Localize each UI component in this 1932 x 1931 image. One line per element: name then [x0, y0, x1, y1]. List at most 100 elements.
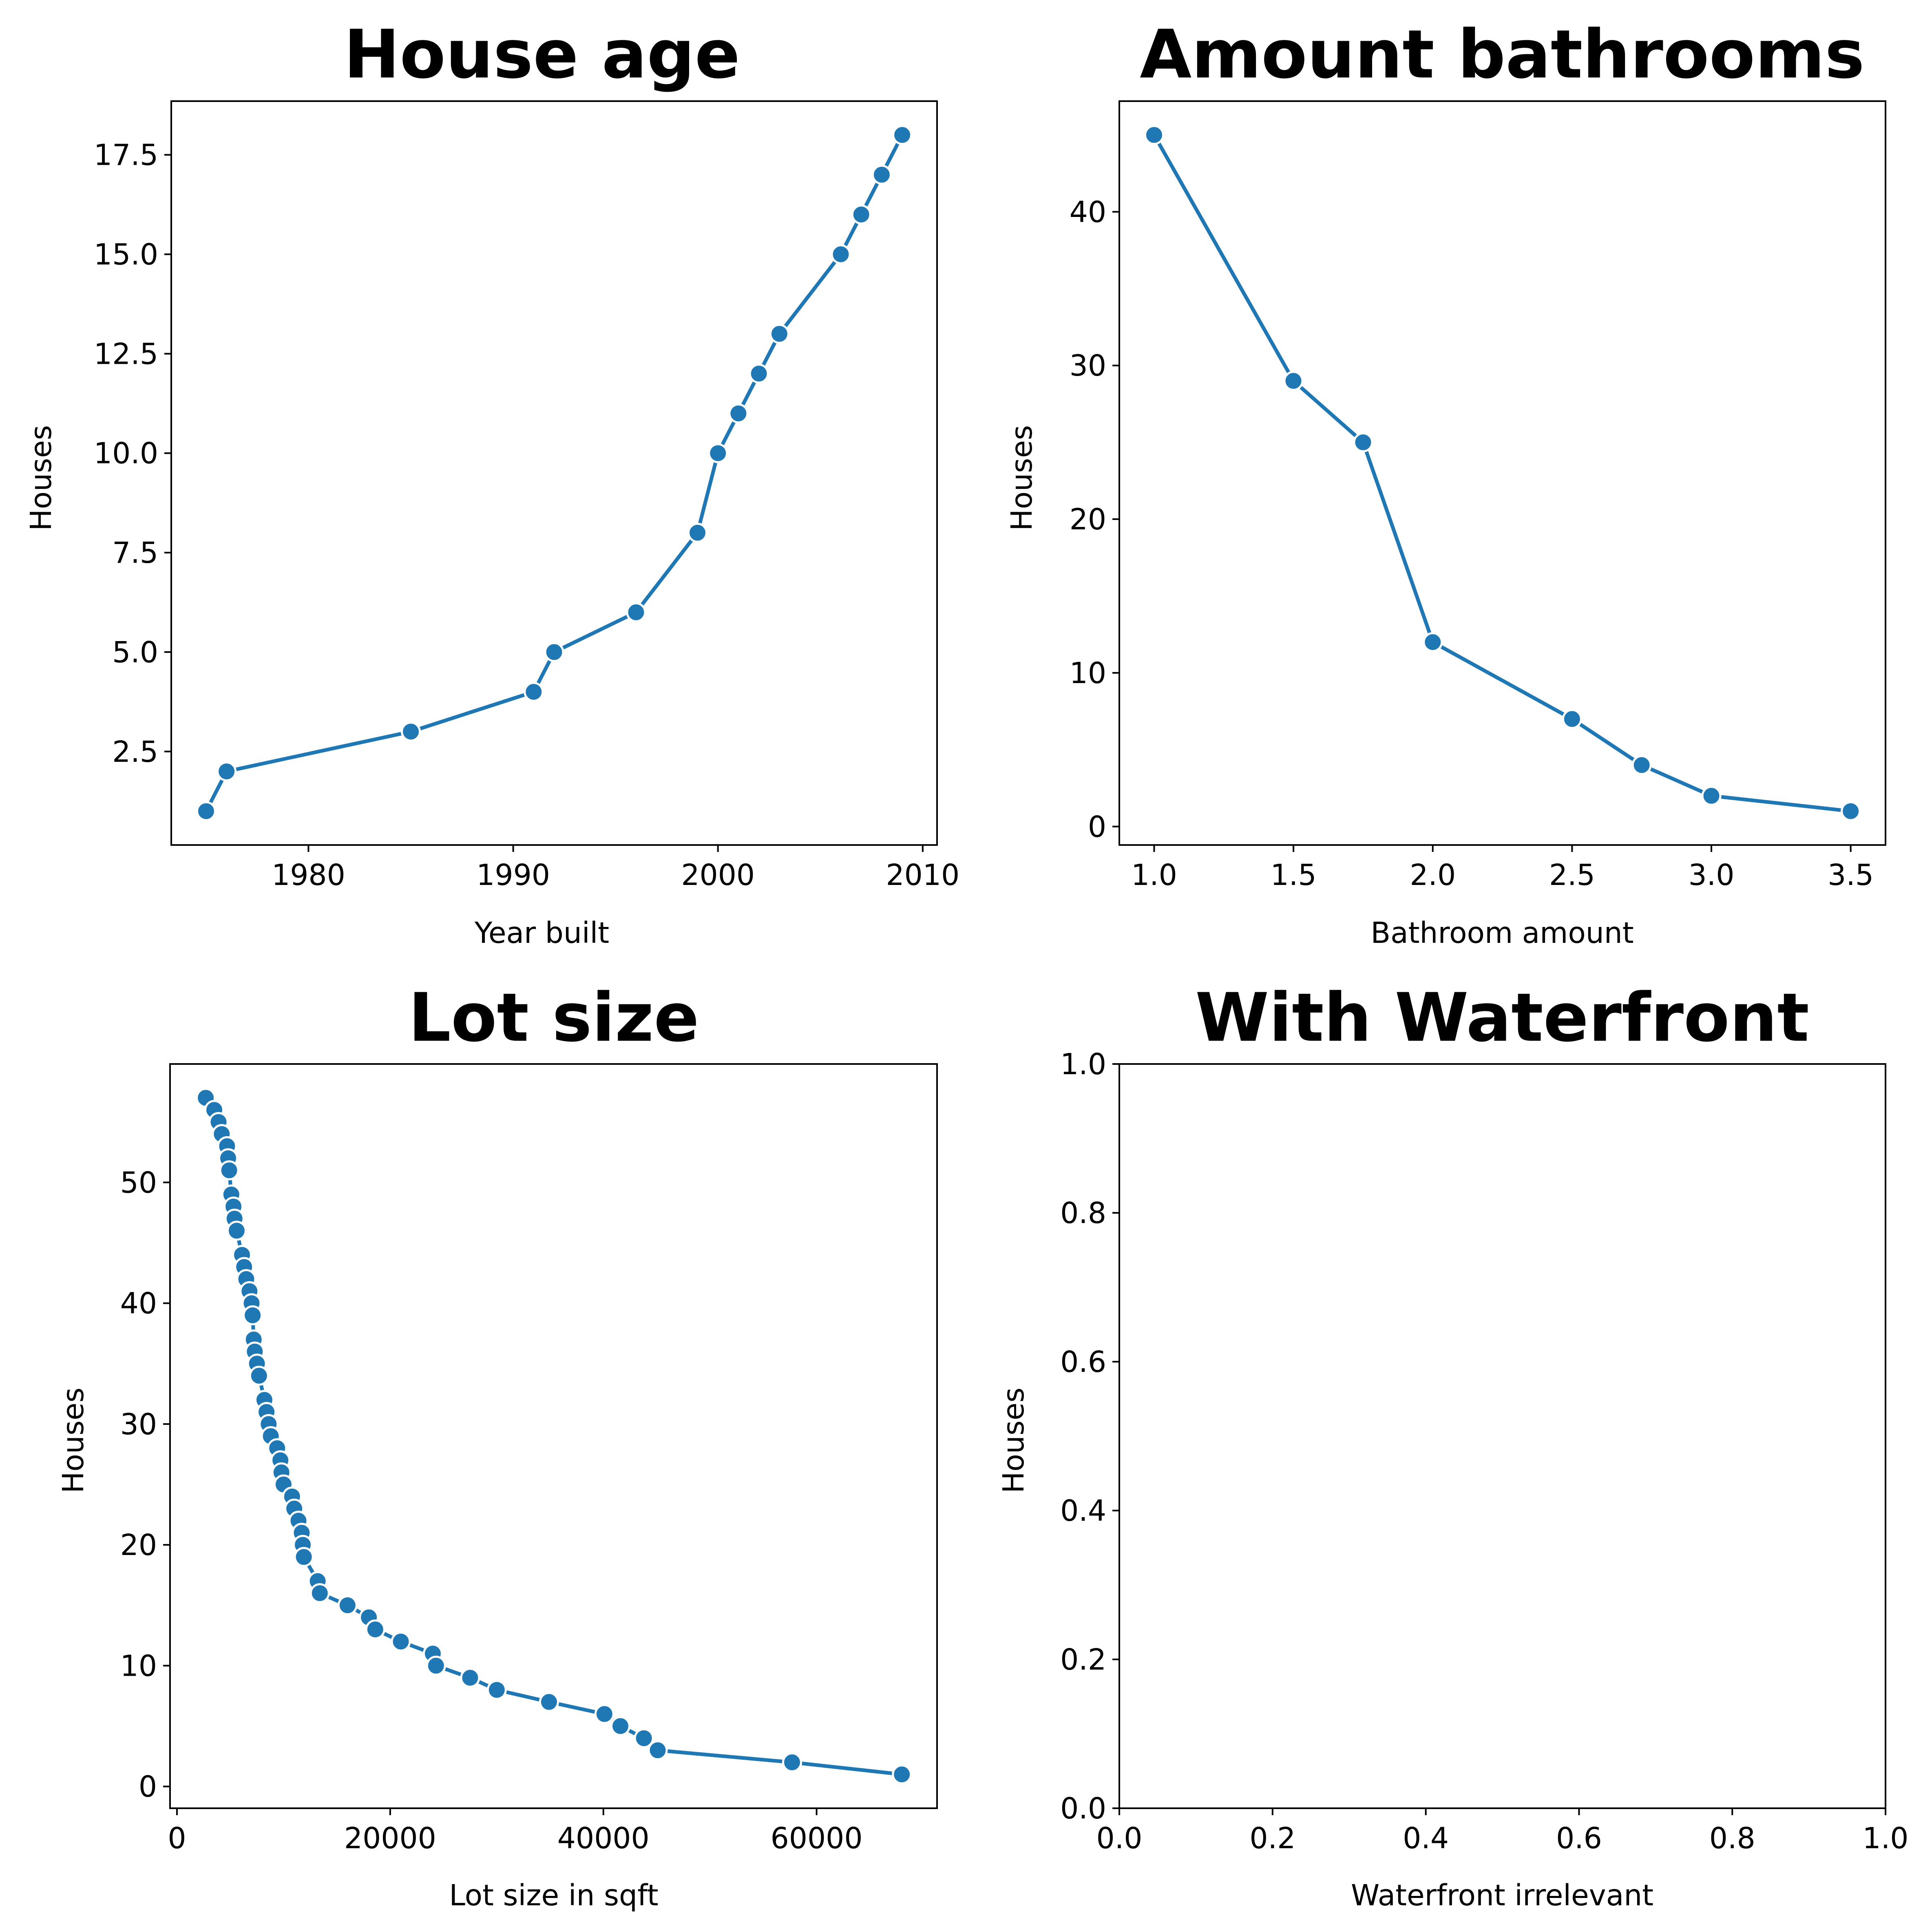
x-tick-label: 1.5 — [1271, 858, 1317, 892]
data-point — [544, 642, 564, 662]
data-point — [1423, 632, 1443, 652]
x-axis-label: Year built — [474, 916, 609, 950]
chart-title: House age — [344, 15, 740, 93]
y-tick-label: 0 — [1088, 810, 1106, 844]
y-tick-label: 0.2 — [1060, 1643, 1106, 1677]
y-tick-label: 17.5 — [94, 138, 158, 172]
y-tick-label: 0 — [139, 1770, 157, 1804]
data-point — [892, 1764, 912, 1785]
x-tick-label: 40000 — [557, 1821, 650, 1855]
y-tick-label: 2.5 — [112, 735, 158, 769]
series-line — [204, 1096, 904, 1776]
x-tick-label: 3.5 — [1828, 858, 1874, 892]
x-tick-label: 0.4 — [1403, 1821, 1449, 1855]
data-point — [219, 1160, 239, 1181]
data-point — [391, 1631, 411, 1652]
axes-frame — [169, 1063, 938, 1809]
data-point — [401, 721, 421, 742]
subplot-lot-size: Lot size Lot size in sqft Houses 0 20000 4… — [56, 979, 938, 1912]
data-point — [524, 682, 544, 702]
data-point — [610, 1716, 630, 1736]
data-point — [309, 1583, 330, 1604]
data-point — [249, 1365, 269, 1386]
subplot-with-waterfront: With Waterfront Waterfront irrelevant Ho… — [997, 979, 1908, 1912]
x-tick-label: 0.0 — [1096, 1821, 1143, 1855]
data-point — [594, 1704, 615, 1724]
y-axis-label: Houses — [56, 1387, 90, 1493]
data-point — [769, 324, 789, 344]
data-point — [1283, 371, 1304, 391]
y-tick-label: 10 — [1070, 656, 1106, 690]
x-tick-label: 1980 — [272, 858, 345, 892]
data-point — [196, 801, 216, 821]
data-point — [871, 164, 892, 185]
y-tick-label: 5.0 — [112, 635, 158, 669]
series-line — [204, 133, 904, 813]
data-point — [749, 363, 769, 384]
data-point — [1144, 125, 1164, 145]
data-point — [687, 522, 707, 543]
data-point — [426, 1655, 446, 1676]
x-tick-label: 2000 — [681, 858, 755, 892]
data-point — [539, 1692, 559, 1712]
x-tick-label: 0 — [168, 1821, 186, 1855]
data-point — [1631, 755, 1652, 775]
y-tick-label: 20 — [1070, 502, 1106, 536]
data-point — [217, 761, 237, 782]
y-tick-label: 1.0 — [1060, 1047, 1106, 1081]
y-axis-label: Houses — [997, 1387, 1030, 1493]
axes-frame — [170, 100, 938, 846]
y-tick-label: 40 — [1070, 195, 1106, 229]
x-tick-label: 60000 — [771, 1821, 863, 1855]
data-point — [1353, 432, 1373, 453]
x-tick-label: 0.8 — [1709, 1821, 1755, 1855]
data-point — [851, 204, 871, 225]
data-point — [337, 1595, 358, 1615]
data-point — [1701, 785, 1722, 806]
x-tick-label: 0.2 — [1249, 1821, 1295, 1855]
x-tick-label: 1.0 — [1863, 1821, 1909, 1855]
y-tick-label: 30 — [120, 1407, 157, 1441]
y-tick-label: 30 — [1070, 349, 1106, 383]
data-point — [728, 403, 749, 424]
data-point — [486, 1680, 507, 1700]
chart-title: With Waterfront — [1195, 979, 1809, 1057]
series-line — [1152, 133, 1853, 813]
subplot-house-age: House age Year built Houses 1980 1990 2000… — [24, 15, 959, 950]
y-tick-label: 12.5 — [94, 337, 158, 371]
y-tick-label: 0.4 — [1060, 1494, 1106, 1528]
axes-frame — [1119, 1063, 1886, 1809]
y-tick-label: 40 — [120, 1287, 157, 1321]
y-tick-label: 20 — [120, 1528, 157, 1562]
y-tick-label: 10.0 — [94, 436, 158, 470]
x-tick-label: 2.5 — [1549, 858, 1595, 892]
y-axis-label: Houses — [1005, 425, 1039, 531]
data-point — [831, 244, 851, 264]
data-point — [626, 602, 646, 622]
data-point — [708, 443, 728, 463]
x-axis-label: Lot size in sqft — [449, 1878, 658, 1912]
y-tick-label: 15.0 — [94, 238, 158, 272]
x-axis-label: Waterfront irrelevant — [1351, 1878, 1653, 1912]
x-tick-label: 3.0 — [1688, 858, 1734, 892]
chart-title: Lot size — [408, 979, 699, 1057]
subplot-amount-bathrooms: Amount bathrooms Bathroom amount Houses … — [1005, 15, 1886, 950]
x-tick-label: 2.0 — [1410, 858, 1456, 892]
data-point — [226, 1221, 247, 1241]
x-tick-label: 1.0 — [1131, 858, 1177, 892]
y-tick-label: 0.6 — [1060, 1345, 1106, 1379]
x-tick-label: 1990 — [476, 858, 550, 892]
data-point — [648, 1740, 668, 1761]
x-tick-label: 2010 — [886, 858, 959, 892]
data-point — [782, 1752, 802, 1772]
x-tick-label: 20000 — [344, 1821, 436, 1855]
data-point — [294, 1547, 314, 1567]
data-point — [892, 125, 913, 145]
x-tick-label: 0.6 — [1556, 1821, 1602, 1855]
chart-title: Amount bathrooms — [1140, 15, 1864, 93]
y-tick-label: 10 — [120, 1649, 157, 1683]
axes-frame — [1119, 100, 1886, 846]
data-point — [243, 1305, 263, 1325]
data-point — [634, 1728, 654, 1748]
